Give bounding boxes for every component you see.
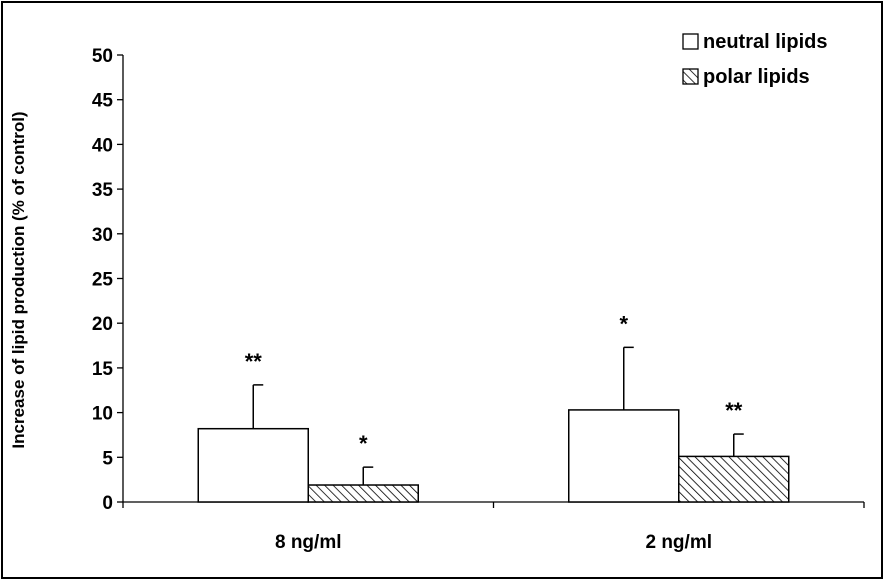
x-tick-label: 8 ng/ml <box>275 532 342 553</box>
legend-label: neutral lipids <box>703 31 827 53</box>
legend-label: polar lipids <box>703 66 810 88</box>
y-tick-label: 25 <box>92 270 114 291</box>
y-tick-label: 50 <box>92 46 113 67</box>
bar <box>568 409 680 503</box>
bar <box>678 455 790 503</box>
bar <box>307 484 419 503</box>
y-tick-label: 35 <box>92 180 114 201</box>
y-tick-label: 30 <box>92 225 113 246</box>
y-tick-label: 40 <box>92 135 113 156</box>
legend: neutral lipids polar lipids <box>682 31 827 88</box>
legend-swatch <box>682 68 699 85</box>
y-tick-label: 10 <box>92 404 113 425</box>
significance-label: ** <box>245 349 263 374</box>
significance-label: * <box>619 311 628 336</box>
y-tick-label: 20 <box>92 314 113 335</box>
significance-label: * <box>359 431 368 456</box>
y-tick-label: 45 <box>92 91 114 112</box>
y-tick-label: 0 <box>102 493 113 514</box>
y-axis-title: Increase of lipid production (% of contr… <box>9 111 28 448</box>
bar <box>197 427 309 503</box>
y-tick-label: 5 <box>102 448 113 469</box>
significance-label: ** <box>725 398 743 423</box>
legend-swatch <box>682 33 699 50</box>
x-tick-label: 2 ng/ml <box>645 532 712 553</box>
y-tick-label: 15 <box>92 359 114 380</box>
